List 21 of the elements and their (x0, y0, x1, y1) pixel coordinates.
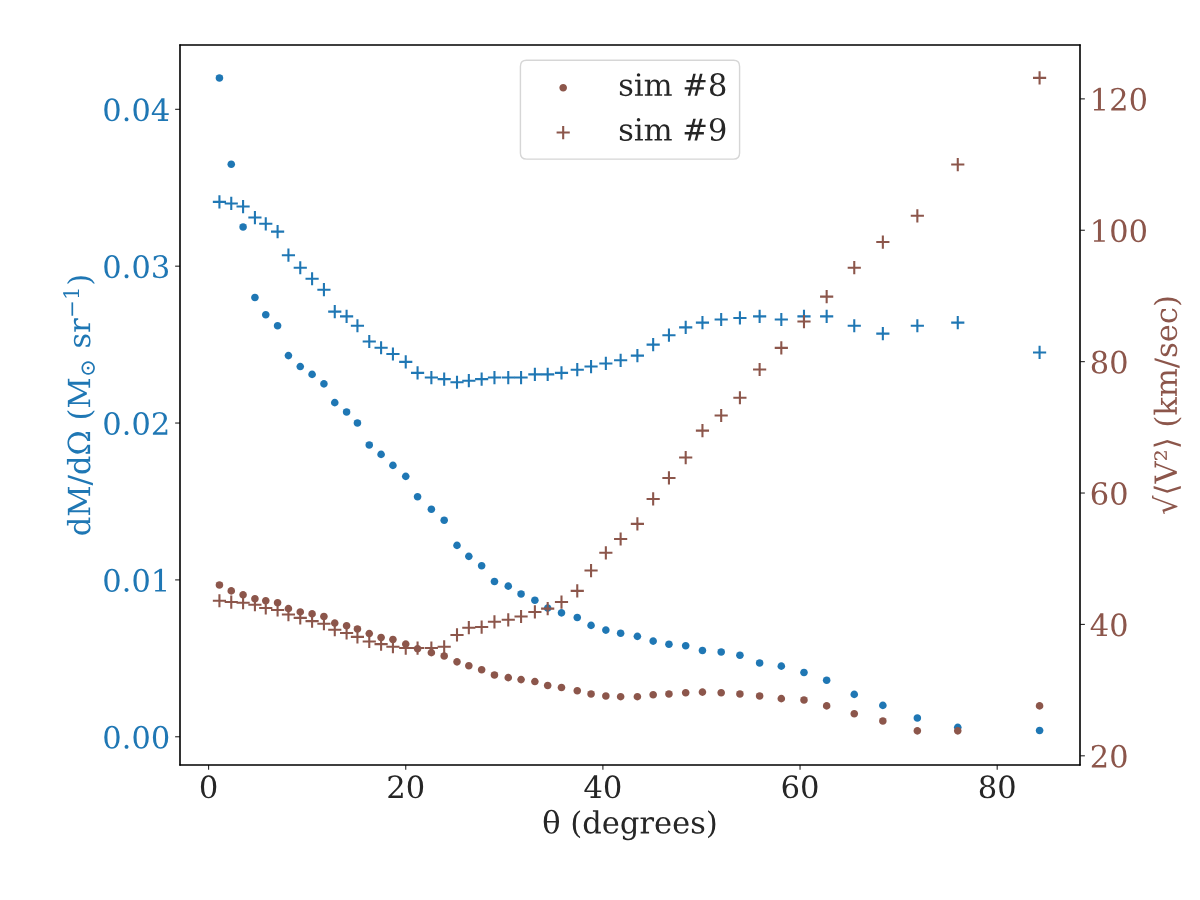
y-axis-title: dM/dΩ (M$_{⊙}$ sr$^{−1}$) (63, 276, 95, 535)
legend-label: sim #8 (619, 73, 726, 97)
y2-tick-label: 40 (1090, 613, 1127, 637)
y2-axis-title: √⟨V²⟩ (km/sec) (1152, 297, 1182, 515)
x-tick-label: 60 (782, 775, 818, 799)
x-axis-title: θ (degrees) (543, 809, 716, 841)
y-tick-label: 0.01 (104, 568, 166, 592)
y2-tick-label: 60 (1091, 481, 1127, 506)
y-tick-label: 0.00 (104, 725, 169, 749)
x-tick-label: 80 (979, 775, 1015, 799)
y2-tick-label: 20 (1091, 744, 1127, 768)
legend-label: sim #9 (619, 117, 726, 141)
y-tick-label: 0.04 (104, 98, 169, 122)
y2-tick-label: 120 (1093, 87, 1147, 111)
x-tick-label: 40 (584, 775, 621, 799)
y2-tick-label: 80 (1091, 350, 1127, 374)
x-tick-label: 0 (200, 775, 217, 799)
y-tick-label: 0.03 (104, 255, 169, 279)
x-tick-label: 20 (388, 775, 424, 799)
y-tick-label: 0.02 (104, 411, 168, 436)
y2-tick-label: 100 (1093, 219, 1147, 243)
